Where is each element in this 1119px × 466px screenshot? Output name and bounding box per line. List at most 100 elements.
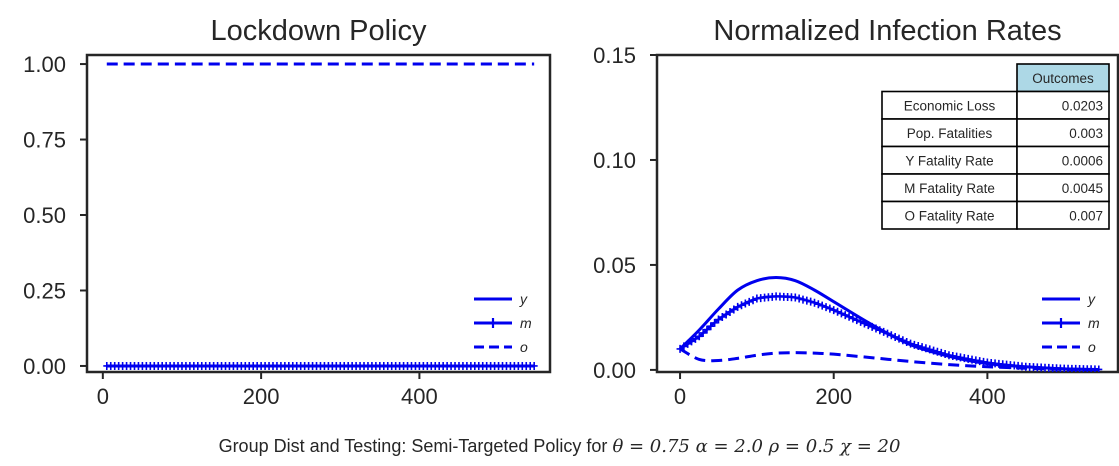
series-marker-m (864, 321, 872, 330)
series-marker-m (872, 324, 880, 333)
x-tick-label: 0 (97, 384, 109, 409)
series-marker-m (695, 332, 703, 341)
series-marker-m (930, 346, 938, 355)
y-tick-label: 0.10 (593, 148, 636, 173)
series-marker-m (707, 322, 715, 331)
table-row-value: 0.003 (1069, 126, 1103, 141)
table-label-cell (881, 90, 1018, 120)
series-marker-m (718, 312, 726, 321)
series-marker-m (841, 311, 849, 320)
series-marker-m (849, 314, 857, 323)
table-row-value: 0.0203 (1062, 98, 1103, 113)
table-label-cell (881, 145, 1018, 175)
table-row-label: O Fatality Rate (904, 208, 994, 223)
series-marker-m (907, 339, 915, 348)
legend-label-m: m (1088, 315, 1100, 331)
y-tick-label: 0.00 (593, 358, 636, 383)
series-marker-m (903, 337, 911, 346)
series-marker-m (891, 332, 899, 341)
x-tick-label: 400 (401, 384, 438, 409)
lockdown-policy-chart: Lockdown Policy 0 200 400 0.00 0.25 0.50 0.75 1.… (23, 15, 552, 409)
series-marker-m (899, 336, 907, 345)
series-marker-m (941, 350, 949, 359)
table-value-cell (1016, 90, 1110, 120)
series-line-y (678, 276, 1099, 371)
series-marker-m (734, 302, 742, 311)
chart-title: Normalized Infection Rates (713, 15, 1061, 47)
table-row-value: 0.0045 (1062, 181, 1103, 196)
y-tick-label: 0.00 (23, 354, 66, 379)
series-marker-m (937, 348, 945, 357)
series-marker-m (818, 301, 826, 310)
table-row-label: M Fatality Rate (904, 181, 995, 196)
table-row-value: 0.007 (1069, 208, 1103, 223)
series-marker-m (807, 297, 815, 306)
table-value-cell (1016, 118, 1110, 148)
series-marker-m (811, 298, 819, 307)
y-tick-label: 0.25 (23, 278, 66, 303)
plot-area (103, 62, 538, 370)
series-marker-m (822, 303, 830, 312)
infection-rates-chart: Normalized Infection Rates 0 200 400 0.00 0.0… (593, 15, 1119, 409)
chart-title: Lockdown Policy (211, 15, 427, 47)
series-marker-m (857, 317, 865, 326)
series-marker-m (933, 347, 941, 356)
table-value-cell (1016, 200, 1110, 230)
series-marker-m (691, 334, 699, 343)
series-marker-m (688, 337, 696, 346)
y-tick-label: 0.50 (23, 203, 66, 228)
series-marker-m (745, 297, 753, 306)
series-marker-m (749, 296, 757, 305)
table-row-value: 0.0006 (1062, 153, 1103, 168)
series-marker-m (910, 340, 918, 349)
series-marker-m (795, 294, 803, 303)
series-marker-m (860, 319, 868, 328)
series-marker-m (703, 325, 711, 334)
legend-label-o: o (1088, 339, 1096, 355)
series-marker-m (714, 315, 722, 324)
series-marker-m (684, 339, 692, 348)
series-marker-m (834, 307, 842, 316)
series-marker-m (814, 300, 822, 309)
series-marker-m (826, 304, 834, 313)
x-tick-label: 200 (243, 384, 280, 409)
table-row-label: Economic Loss (904, 98, 996, 113)
legend-label-m: m (520, 315, 532, 331)
series-marker-m (837, 309, 845, 318)
series-marker-m (845, 312, 853, 321)
legend-marker-m (489, 318, 497, 328)
table-label-cell (881, 118, 1018, 148)
series-marker-m (726, 307, 734, 316)
series-marker-m (803, 296, 811, 305)
series-line-o (679, 347, 1099, 372)
legend-label-o: o (520, 339, 528, 355)
plot-frame (85, 53, 552, 374)
y-tick-label: 0.15 (593, 43, 636, 68)
figure-caption: Group Dist and Testing: Semi-Targeted Po… (0, 436, 1119, 457)
series-marker-m (884, 329, 891, 338)
series-marker-m (880, 327, 888, 336)
table-header-label: Outcomes (1032, 71, 1094, 86)
series-marker-m (922, 344, 930, 353)
series-marker-m (876, 326, 884, 335)
series-marker-m (895, 334, 903, 343)
series-marker-m (530, 361, 538, 370)
plot-frame (655, 53, 1119, 374)
series-marker-m (1095, 365, 1103, 372)
x-tick-label: 200 (815, 384, 852, 409)
y-tick-label: 1.00 (23, 52, 66, 77)
caption-text: Group Dist and Testing: Semi-Targeted Po… (218, 436, 608, 456)
series-marker-m (722, 310, 730, 319)
series-marker-m (868, 322, 876, 331)
series-marker-m (926, 345, 934, 354)
x-tick-label: 0 (674, 384, 686, 409)
series-marker-m (730, 305, 738, 314)
series-marker-m (741, 299, 749, 308)
series-marker-m (914, 341, 922, 350)
plot-area (676, 276, 1103, 372)
series-marker-m (738, 301, 746, 310)
series-marker-m (853, 316, 861, 325)
series-marker-m (791, 293, 799, 302)
table-label-cell (881, 173, 1018, 203)
series-marker-m (887, 331, 895, 340)
